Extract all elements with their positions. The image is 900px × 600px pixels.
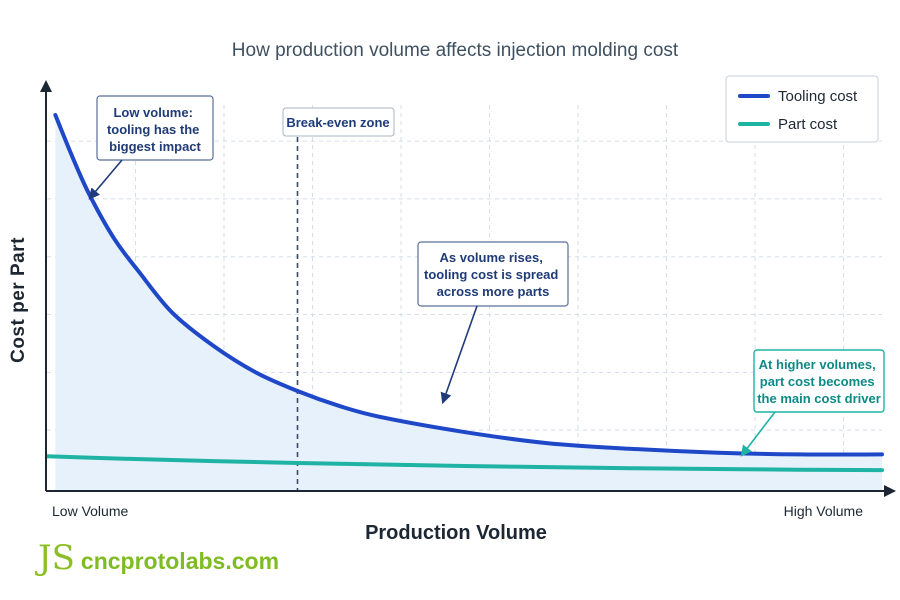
annotation-volume-rises-arrow [440,305,478,405]
x-axis-min-label: Low Volume [52,503,128,519]
brand: JS cncprotolabs.com [38,541,279,575]
x-axis-title: Production Volume [365,522,547,544]
annotation-volume-rises-line: tooling cost is spread [424,267,558,282]
break-even-label: Break-even zone [286,115,389,130]
annotation-low-volume-line: biggest impact [109,139,201,154]
svg-text:At higher volumes, part: At higher volumes, part cost becomes the… [757,357,881,406]
annotation-higher-volumes-arrow [740,411,776,457]
svg-text:As volume rises, tooling: As volume rises, tooling cost is spread … [424,250,562,299]
annotation-low-volume-line: Low volume: [113,105,192,120]
annotation-higher-volumes-line: At higher volumes, [759,357,876,372]
annotation-volume-rises-line: As volume rises, [440,250,543,265]
annotation-higher-volumes-line: part cost becomes [760,374,875,389]
brand-logo: JS [38,538,75,578]
chart-title: How production volume affects injection … [232,40,679,61]
annotation-volume-rises: As volume rises, tooling cost is spread … [417,241,569,405]
legend-label-tooling: Tooling cost [778,88,858,105]
annotation-low-volume-line: tooling has the [107,122,199,137]
annotation-volume-rises-line: across more parts [437,284,550,299]
annotation-higher-volumes-line: the main cost driver [757,391,881,406]
svg-text:Low volume: tooling has: Low volume: tooling has the biggest impa… [107,105,203,154]
legend-label-part: Part cost [778,116,838,133]
x-axis-max-label: High Volume [784,503,864,519]
tooling-cost-line [53,113,884,457]
annotation-low-volume-arrow [88,159,123,200]
break-even-label-box: Break-even zone [282,107,395,137]
legend: Tooling cost Part cost [725,75,879,143]
annotation-higher-volumes: At higher volumes, part cost becomes the… [740,349,885,457]
tooling-cost-area [55,115,883,490]
part-cost-line [45,454,884,473]
y-axis-title: Cost per Part [8,237,29,363]
annotation-low-volume: Low volume: tooling has the biggest impa… [88,95,214,200]
brand-name: cncprotolabs.com [80,548,280,574]
